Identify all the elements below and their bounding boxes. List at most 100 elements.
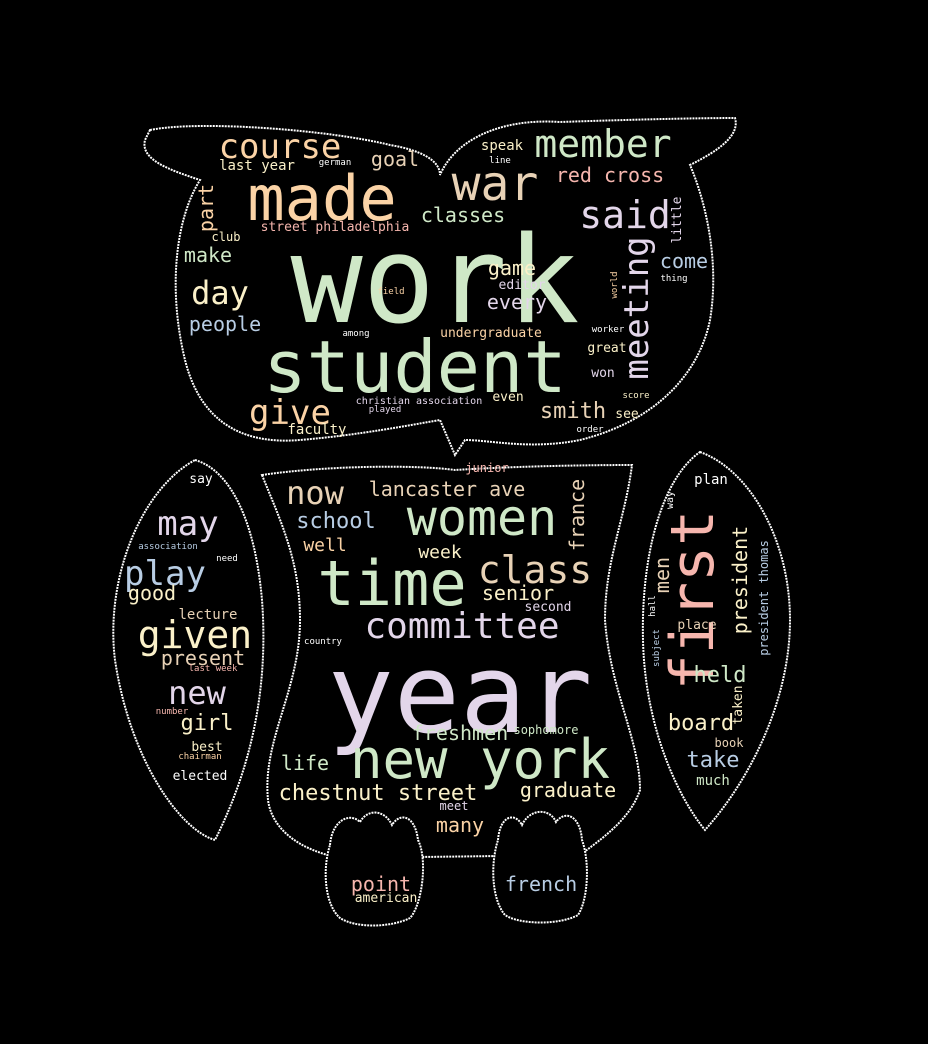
word-class: class xyxy=(478,548,592,592)
word-year: year xyxy=(328,630,593,758)
word-present: present xyxy=(161,646,245,670)
word-won: won xyxy=(591,366,614,381)
word-course: course xyxy=(219,127,342,167)
owl-left-wing-outline xyxy=(112,458,265,842)
word-club: club xyxy=(212,230,241,244)
word-week: week xyxy=(418,542,462,563)
word-freshmen: freshmen xyxy=(412,721,508,745)
word-last-week: last week xyxy=(189,664,238,674)
owl-left-foot-outline xyxy=(324,811,424,927)
word-game: game xyxy=(488,256,536,280)
word-france: france xyxy=(565,479,589,551)
word-way: way xyxy=(665,491,676,509)
word-day: day xyxy=(191,274,249,312)
word-part: part xyxy=(194,184,218,232)
word-may: may xyxy=(157,504,218,544)
word-score: score xyxy=(622,391,649,401)
word-president: president xyxy=(728,526,752,634)
word-smith: smith xyxy=(540,399,606,424)
word-country: country xyxy=(304,637,343,647)
word-well: well xyxy=(303,535,346,556)
word-chairman: chairman xyxy=(178,752,221,762)
owl-head-outline xyxy=(143,116,737,458)
word-association: association xyxy=(138,542,198,552)
word-chestnut-street: chestnut street xyxy=(279,781,478,806)
word-need: need xyxy=(216,554,238,564)
word-second: second xyxy=(525,600,572,615)
word-held: held xyxy=(694,663,747,688)
word-plan: plan xyxy=(694,472,728,488)
word-taken: taken xyxy=(731,685,746,724)
word-time: time xyxy=(317,547,466,620)
word-last-year: last year xyxy=(219,158,295,174)
word-american: american xyxy=(355,891,418,906)
word-work: work xyxy=(291,212,580,351)
word-editor: editor xyxy=(499,278,546,293)
word-number: number xyxy=(156,707,189,717)
word-great: great xyxy=(587,341,626,356)
word-thing: thing xyxy=(660,274,687,284)
word-played: played xyxy=(369,405,402,415)
word-say: say xyxy=(189,472,213,487)
word-junior: junior xyxy=(465,461,508,475)
word-every: every xyxy=(487,290,547,314)
word-best: best xyxy=(191,740,222,755)
word-meet: meet xyxy=(440,799,469,813)
owl-right-foot-outline xyxy=(492,810,588,924)
word-girl: girl xyxy=(181,711,234,736)
word-meeting: meeting xyxy=(617,236,657,379)
word-red-cross: red cross xyxy=(556,163,664,187)
word-elected: elected xyxy=(173,769,228,784)
word-many: many xyxy=(436,813,484,837)
word-order: order xyxy=(576,425,604,435)
word-new-york: new york xyxy=(350,728,610,791)
word-little: little xyxy=(670,196,685,243)
word-student: student xyxy=(263,325,566,409)
word-men: men xyxy=(650,557,674,593)
word-subject: subject xyxy=(652,629,662,667)
word-life: life xyxy=(281,751,329,775)
word-given: given xyxy=(138,613,252,657)
word-lancaster-ave: lancaster ave xyxy=(369,477,526,501)
word-even: even xyxy=(492,390,523,405)
word-worker: worker xyxy=(592,325,625,335)
word-war: war xyxy=(452,156,539,212)
word-undergraduate: undergraduate xyxy=(440,326,542,341)
word-said: said xyxy=(579,193,671,237)
word-good: good xyxy=(128,581,176,605)
word-sophomore: sophomore xyxy=(513,723,578,737)
word-line: line xyxy=(489,156,511,166)
word-now: now xyxy=(286,474,345,512)
word-faculty: faculty xyxy=(287,422,346,438)
word-field: field xyxy=(377,287,404,297)
word-world: world xyxy=(610,271,620,298)
word-made: made xyxy=(247,162,396,235)
word-school: school xyxy=(296,509,375,534)
word-president-thomas: president thomas xyxy=(757,540,771,656)
word-people: people xyxy=(189,312,261,336)
word-committee: committee xyxy=(364,606,559,647)
word-come: come xyxy=(660,249,708,273)
word-goal: goal xyxy=(371,147,419,171)
word-place: place xyxy=(677,618,716,633)
word-give: give xyxy=(249,393,331,433)
word-french: french xyxy=(505,872,577,896)
word-christian-association: christian association xyxy=(356,396,482,407)
word-new: new xyxy=(168,674,227,712)
word-speak: speak xyxy=(481,138,524,154)
word-book: book xyxy=(715,736,745,750)
word-hall: hall xyxy=(648,595,658,617)
owl-right-wing-outline xyxy=(641,450,792,832)
word-play: play xyxy=(124,554,206,594)
word-classes: classes xyxy=(421,203,505,227)
word-lecture: lecture xyxy=(178,607,237,623)
word-among: among xyxy=(342,329,369,339)
owl-body-outline xyxy=(260,463,642,860)
word-make: make xyxy=(184,243,232,267)
word-senior: senior xyxy=(482,581,554,605)
word-point: point xyxy=(351,872,411,896)
word-graduate: graduate xyxy=(520,778,616,802)
word-first: first xyxy=(658,510,728,691)
word-see: see xyxy=(615,407,639,422)
